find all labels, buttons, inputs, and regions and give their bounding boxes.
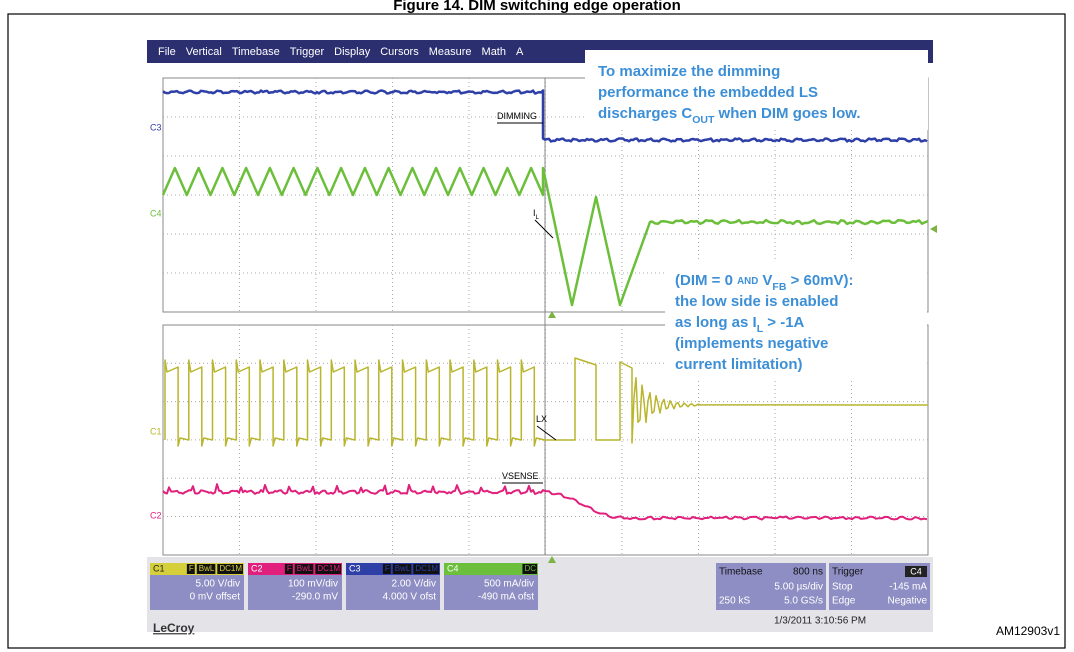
annotation-line: the low side is enabled xyxy=(675,293,838,310)
channel-badge: BwL xyxy=(395,564,411,573)
channel-badge: F xyxy=(287,564,292,573)
channel-badge: DC1M xyxy=(317,564,340,573)
trigger-slope: Negative xyxy=(888,596,928,607)
figure-title: Figure 14. DIM switching edge operation xyxy=(393,0,681,14)
channel-marker: C1 xyxy=(150,426,162,436)
text-part: V xyxy=(758,272,772,289)
channel-badge: BwL xyxy=(297,564,313,573)
menu-item[interactable]: File xyxy=(158,46,176,58)
timestamp: 1/3/2011 3:10:56 PM xyxy=(774,616,866,627)
timebase-value: 800 ns xyxy=(793,567,823,578)
timebase-div: 5.00 µs/div xyxy=(774,582,823,593)
channel-marker: C3 xyxy=(150,122,162,132)
trace-label: DIMMING xyxy=(497,111,537,121)
text-part: FB xyxy=(772,281,786,293)
text-part: as long as I xyxy=(675,314,757,331)
text-part: LX xyxy=(536,414,547,424)
trigger-mode: Stop xyxy=(832,582,853,593)
text-part: > -1A xyxy=(763,314,804,331)
channel-setting: -290.0 mV xyxy=(292,592,338,603)
timebase-samples: 250 kS xyxy=(719,596,750,607)
channel-setting: 5.00 V/div xyxy=(196,579,240,590)
menu-item[interactable]: Vertical xyxy=(186,46,222,58)
trace-label: VSENSE xyxy=(502,471,539,481)
channel-badge: F xyxy=(385,564,390,573)
text-part: To maximize the dimming xyxy=(598,63,780,80)
channel-badge: DC1M xyxy=(219,564,242,573)
channel-setting: 0 mV offset xyxy=(190,592,241,603)
menu-item[interactable]: Timebase xyxy=(232,46,280,58)
annotation-line: To maximize the dimming xyxy=(598,63,780,80)
text-part: VSENSE xyxy=(502,471,539,481)
channel-setting: 100 mV/div xyxy=(288,579,338,590)
channel-badge: DC1M xyxy=(415,564,438,573)
channel-setting: 2.00 V/div xyxy=(392,579,436,590)
text-part: (DIM = 0 xyxy=(675,272,737,289)
menu-item[interactable]: Trigger xyxy=(290,46,325,58)
channel-marker: C4 xyxy=(150,208,162,218)
figure: Figure 14. DIM switching edge operation … xyxy=(0,0,1074,652)
channel-setting: 4.000 V ofst xyxy=(383,592,437,603)
channel-setting: 500 mA/div xyxy=(484,579,534,590)
text-part: discharges C xyxy=(598,105,692,122)
channel-marker: C2 xyxy=(150,510,162,520)
channel-badge: BwL xyxy=(199,564,215,573)
channel-badge: DC xyxy=(524,564,536,573)
timebase-rate: 5.0 GS/s xyxy=(784,596,823,607)
channel-setting: -490 mA ofst xyxy=(478,592,534,603)
annotation-line: (implements negative xyxy=(675,335,828,352)
text-part: when DIM goes low. xyxy=(714,105,860,122)
figure-code: AM12903v1 xyxy=(996,624,1060,638)
trigger-level: -145 mA xyxy=(889,582,927,593)
text-part: DIMMING xyxy=(497,111,537,121)
menu-item[interactable]: Measure xyxy=(429,46,472,58)
page: Figure 14. DIM switching edge operation … xyxy=(0,0,1074,652)
annotation-line: current limitation) xyxy=(675,356,803,373)
menu-item[interactable]: Display xyxy=(334,46,371,58)
menu-item[interactable]: Math xyxy=(482,46,506,58)
menu-item[interactable]: A xyxy=(516,46,524,58)
trace-label: LX xyxy=(536,414,547,424)
text-part: AND xyxy=(737,276,758,287)
channel-badge: F xyxy=(189,564,194,573)
text-part: current limitation) xyxy=(675,356,803,373)
menu-item[interactable]: Cursors xyxy=(380,46,419,58)
text-part: (implements negative xyxy=(675,335,828,352)
text-part: OUT xyxy=(692,114,715,126)
channel-name: C4 xyxy=(447,563,459,573)
channel-name: C3 xyxy=(349,563,361,573)
text-part: L xyxy=(536,214,540,221)
trigger-source: C4 xyxy=(910,566,922,576)
channel-name: C2 xyxy=(251,563,263,573)
text-part: performance the embedded LS xyxy=(598,84,818,101)
timebase-label: Timebase xyxy=(719,567,763,578)
brand: LeCroy xyxy=(153,621,195,635)
text-part: the low side is enabled xyxy=(675,293,838,310)
annotation-line: performance the embedded LS xyxy=(598,84,818,101)
trigger-kind: Edge xyxy=(832,596,856,607)
trigger-label: Trigger xyxy=(832,567,864,578)
channel-name: C1 xyxy=(153,563,165,573)
text-part: > 60mV): xyxy=(786,272,853,289)
